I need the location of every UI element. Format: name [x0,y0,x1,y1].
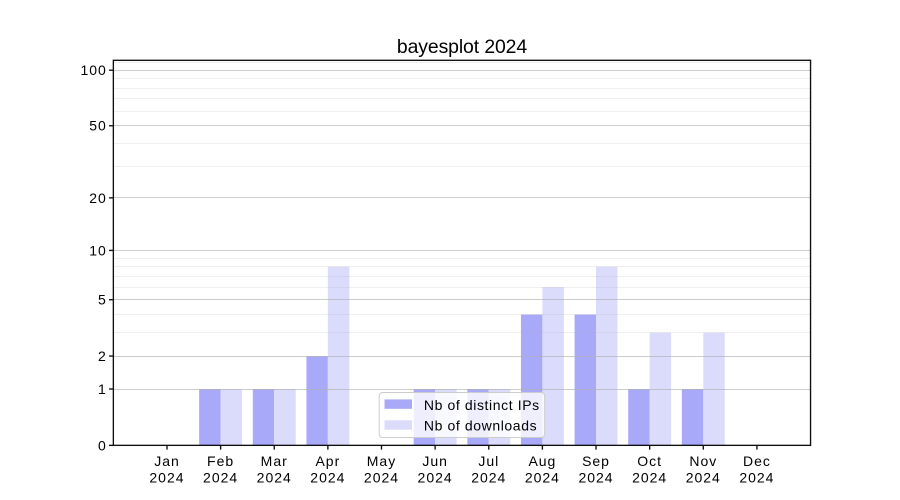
svg-text:bayesplot 2024: bayesplot 2024 [397,36,527,58]
svg-text:2024: 2024 [525,470,560,486]
svg-text:Dec: Dec [743,453,771,469]
svg-text:1: 1 [98,381,107,397]
svg-text:2024: 2024 [203,470,238,486]
svg-text:2024: 2024 [149,470,184,486]
svg-text:2024: 2024 [632,470,667,486]
svg-text:Jun: Jun [422,453,448,469]
svg-text:2024: 2024 [471,470,506,486]
svg-text:2024: 2024 [739,470,774,486]
svg-text:May: May [367,453,396,469]
svg-text:Nb of downloads: Nb of downloads [424,418,537,434]
svg-text:2024: 2024 [686,470,721,486]
svg-text:2024: 2024 [364,470,399,486]
svg-text:2024: 2024 [257,470,292,486]
svg-text:10: 10 [89,242,107,258]
svg-text:2: 2 [98,348,107,364]
svg-text:Mar: Mar [261,453,288,469]
svg-text:0: 0 [98,437,107,453]
svg-text:50: 50 [89,118,107,134]
svg-text:Sep: Sep [582,453,610,469]
svg-text:2024: 2024 [310,470,345,486]
svg-text:Feb: Feb [207,453,234,469]
svg-text:5: 5 [98,292,107,308]
svg-text:2024: 2024 [418,470,453,486]
svg-text:Oct: Oct [637,453,662,469]
svg-text:Aug: Aug [528,453,556,469]
svg-text:100: 100 [80,62,106,78]
svg-text:Nb of distinct IPs: Nb of distinct IPs [424,397,540,413]
svg-text:Nov: Nov [689,453,717,469]
svg-text:20: 20 [89,190,107,206]
svg-text:Jul: Jul [478,453,499,469]
svg-text:Jan: Jan [154,453,180,469]
svg-text:Apr: Apr [315,453,340,469]
svg-text:2024: 2024 [578,470,613,486]
